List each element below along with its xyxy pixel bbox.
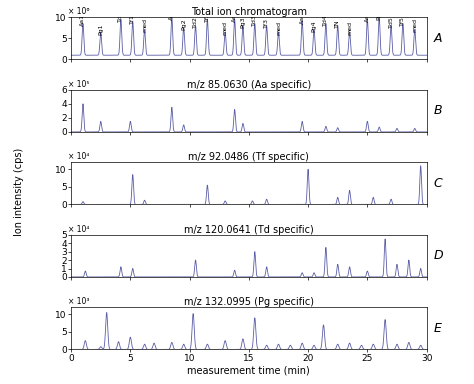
Text: B: B [434,104,442,118]
Text: C: C [434,177,442,190]
Title: m/z 132.0995 (Pg specific): m/z 132.0995 (Pg specific) [184,297,314,307]
Text: × 10⁵: × 10⁵ [67,80,89,89]
Text: × 10⁴: × 10⁴ [67,225,89,234]
Text: Td3: Td3 [252,14,257,26]
Text: med: med [223,21,228,35]
Text: med: med [347,21,352,35]
Text: Pg5: Pg5 [377,8,382,20]
Text: Tf2: Tf2 [205,12,210,22]
Text: Pg1: Pg1 [98,23,103,35]
Text: Td5: Td5 [389,17,393,28]
Text: med: med [142,18,147,33]
Text: × 10⁶: × 10⁶ [67,7,89,17]
Title: m/z 92.0486 (Tf specific): m/z 92.0486 (Tf specific) [188,152,310,162]
Text: Pg4: Pg4 [311,21,317,33]
Text: Td1: Td1 [118,10,123,22]
Text: Tf1: Tf1 [130,14,135,24]
Title: Total ion chromatogram: Total ion chromatogram [191,7,307,17]
Text: Ion intensity (cps): Ion intensity (cps) [14,148,24,236]
Text: Td2: Td2 [193,17,198,28]
Text: E: E [434,322,442,335]
Text: Aa5: Aa5 [365,10,370,22]
Text: × 10³: × 10³ [67,298,89,306]
Title: m/z 85.0630 (Aa specific): m/z 85.0630 (Aa specific) [187,80,311,90]
Text: Aa1: Aa1 [81,14,85,26]
Text: Pg2: Pg2 [181,19,186,30]
Text: Pg3: Pg3 [240,17,246,28]
Text: Tf3: Tf3 [264,18,269,28]
Text: TN: TN [335,20,340,28]
Text: D: D [434,249,443,262]
Text: Aa4: Aa4 [300,12,305,24]
Text: Tf5: Tf5 [401,16,405,26]
Text: A: A [434,32,442,45]
Text: × 10⁴: × 10⁴ [67,152,89,161]
Title: m/z 120.0641 (Td specific): m/z 120.0641 (Td specific) [184,225,314,235]
Text: Td4: Td4 [323,14,328,26]
Text: Aa2: Aa2 [169,8,174,20]
Text: Aa3: Aa3 [232,10,237,22]
Text: med: med [412,18,417,33]
X-axis label: measurement time (min): measurement time (min) [188,366,310,376]
Text: med: med [276,21,281,35]
